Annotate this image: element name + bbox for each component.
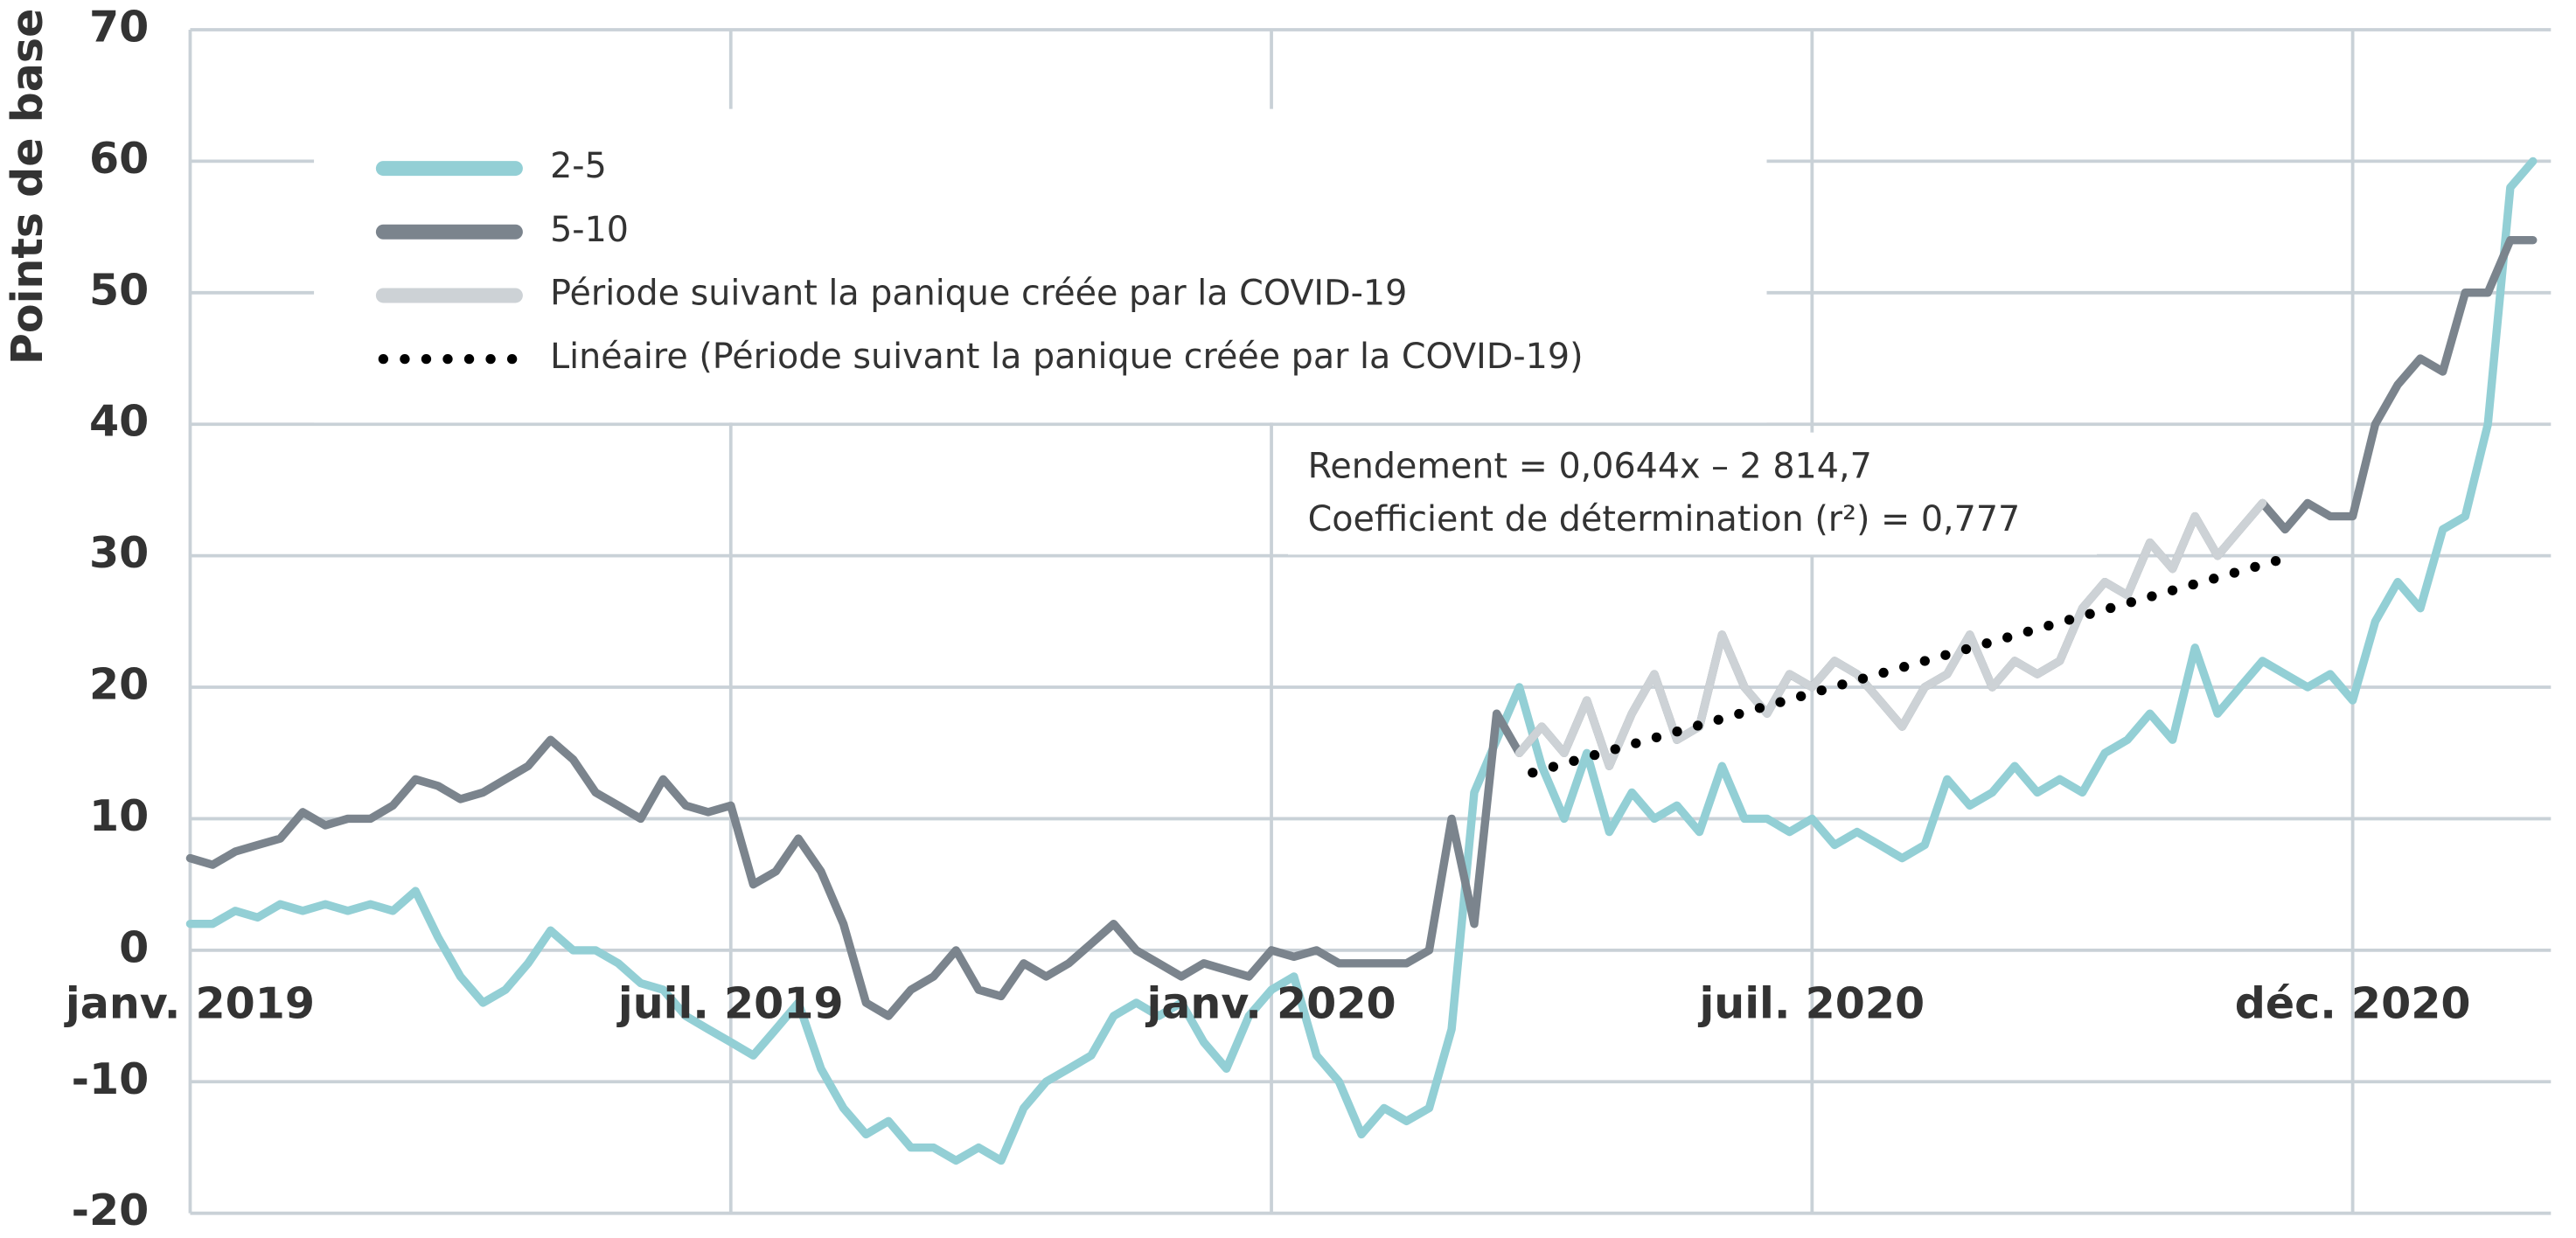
y-tick-label: 60	[89, 133, 149, 184]
legend-label: Linéaire (Période suivant la panique cré…	[550, 337, 1583, 377]
labels: 70 60 50 40 30 20 10 0 -10 -20 janv. 2019 juil. 201…	[64, 1, 2471, 1235]
y-tick-label: -20	[72, 1185, 150, 1235]
series-line	[185, 156, 2538, 1165]
lines	[185, 156, 2538, 1165]
y-axis-label: Points de base	[2, 9, 52, 365]
y-tick-label: 40	[89, 396, 149, 447]
legend-label: 5-10	[550, 210, 629, 250]
x-tick-label: déc. 2020	[2235, 978, 2471, 1029]
x-tick-label: janv. 2019	[64, 978, 315, 1029]
y-tick-label: 50	[89, 264, 149, 315]
y-tick-label: 0	[119, 922, 149, 972]
x-tick-label: juil. 2020	[1697, 978, 1925, 1029]
annotation: Coefficient de détermination (r²) = 0,77…	[1308, 499, 2021, 539]
x-tick-label: janv. 2020	[1145, 978, 1396, 1029]
annotation-background	[1288, 432, 2098, 555]
y-tick-label: 20	[89, 659, 149, 710]
legend-label: 2-5	[550, 146, 607, 186]
series-line	[1514, 498, 2267, 770]
y-tick-label: 10	[89, 790, 149, 841]
y-tick-label: 30	[89, 527, 149, 578]
x-tick-label: juil. 2019	[616, 978, 844, 1029]
legend-label: Période suivant la panique créée par la …	[550, 273, 1407, 313]
trend-line	[1528, 551, 2300, 778]
y-tick-label: -10	[72, 1054, 150, 1104]
legend-background	[314, 108, 1767, 423]
annotation: Rendement = 0,0644x – 2 814,7	[1308, 447, 1872, 487]
y-tick-label: 70	[89, 1, 149, 52]
